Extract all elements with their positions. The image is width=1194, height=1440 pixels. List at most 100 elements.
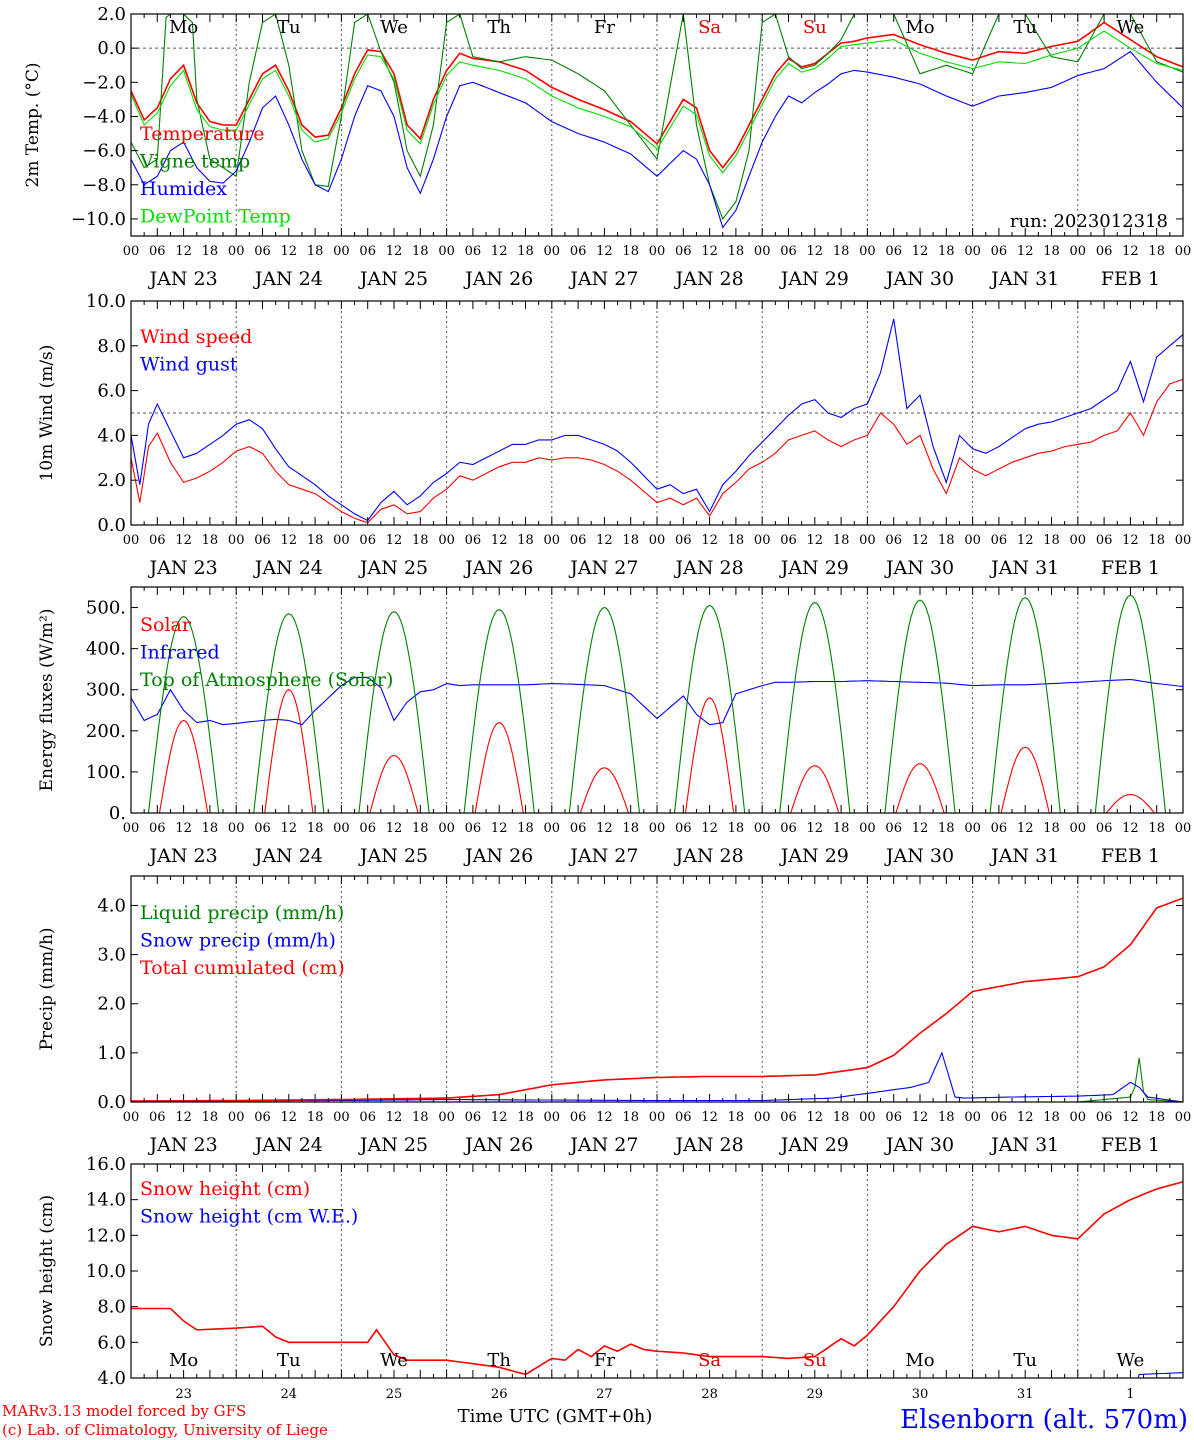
hour-tick-label: 12 — [175, 244, 192, 259]
hour-tick-label: 12 — [1122, 533, 1139, 548]
legend-entry: Temperature — [140, 123, 264, 145]
legend: Liquid precip (mm/h) Snow precip (mm/h) To… — [140, 902, 345, 979]
hour-tick-label: 06 — [359, 821, 376, 836]
hour-tick-label: 18 — [622, 533, 639, 548]
hour-tick-label: 12 — [386, 244, 403, 259]
legend: Temperature Vigne temp Humidex DewPoint Tem… — [139, 123, 291, 228]
hour-tick-label: 18 — [833, 533, 850, 548]
hour-tick-label: 18 — [412, 1110, 429, 1125]
hour-tick-label: 12 — [1122, 1110, 1139, 1125]
legend-entry: Humidex — [140, 178, 227, 200]
hour-tick-label: 18 — [517, 821, 534, 836]
y-tick-label: 2.0 — [97, 994, 126, 1015]
hour-tick-label: 12 — [912, 1110, 929, 1125]
hour-tick-label: 06 — [1096, 821, 1113, 836]
hour-tick-label: 06 — [991, 533, 1008, 548]
hour-tick-label: 12 — [912, 533, 929, 548]
panel-3: 500. 400. 300. 200. 100. 0. Energy fluxes (W/m… — [37, 586, 1192, 867]
hour-tick-label: 18 — [202, 1110, 219, 1125]
day-label: JAN 28 — [674, 268, 744, 290]
day-label: JAN 29 — [779, 1134, 849, 1156]
hour-tick-label: 00 — [544, 244, 561, 259]
day-label: JAN 26 — [463, 845, 533, 867]
series-line-solar — [131, 689, 1183, 813]
hour-tick-label: 18 — [1148, 533, 1165, 548]
hour-tick-label: 06 — [149, 533, 166, 548]
weekday-label: Fr — [594, 1350, 615, 1371]
day-number-label: 23 — [175, 1387, 192, 1402]
weekday-label: Mo — [905, 17, 934, 38]
day-number-label: 29 — [807, 1387, 824, 1402]
hour-tick-label: 06 — [149, 821, 166, 836]
hour-tick-label: 00 — [754, 533, 771, 548]
hour-tick-label: 18 — [622, 244, 639, 259]
hour-tick-label: 00 — [438, 533, 455, 548]
legend-entry: Vigne temp — [139, 151, 250, 173]
hour-tick-label: 18 — [202, 244, 219, 259]
hour-tick-label: 12 — [1017, 533, 1034, 548]
y-tick-label: 3.0 — [97, 945, 126, 966]
series-line-vigne-temp — [131, 14, 1183, 221]
hour-tick-label: 12 — [701, 821, 718, 836]
hour-tick-label: 18 — [1148, 244, 1165, 259]
weekday-label: Sa — [698, 1350, 721, 1371]
hour-tick-label: 06 — [359, 1110, 376, 1125]
hour-tick-label: 00 — [859, 1110, 876, 1125]
weekday-label: We — [380, 1350, 408, 1371]
hour-tick-label: 06 — [780, 821, 797, 836]
hour-tick-label: 00 — [964, 1110, 981, 1125]
hour-tick-label: 06 — [885, 1110, 902, 1125]
hour-tick-label: 12 — [701, 533, 718, 548]
day-number-label: 30 — [912, 1387, 929, 1402]
hour-tick-label: 18 — [307, 1110, 324, 1125]
legend: Solar Infrared Top of Atmosphere (Solar) — [140, 614, 393, 691]
hour-tick-label: 00 — [1175, 821, 1192, 836]
day-label: JAN 27 — [568, 845, 638, 867]
hour-tick-label: 12 — [807, 244, 824, 259]
hour-tick-label: 12 — [491, 821, 508, 836]
panel-5: 16.0 14.0 12.0 10.0 8.0 6.0 4.0 Snow height (cm… — [37, 1154, 1184, 1402]
day-label: JAN 27 — [568, 557, 638, 579]
hour-tick-label: 00 — [859, 533, 876, 548]
weekday-label: Su — [803, 17, 827, 38]
y-tick-label: 300. — [86, 680, 126, 701]
day-label: JAN 25 — [358, 557, 428, 579]
hour-tick-label: 18 — [1043, 1110, 1060, 1125]
hour-tick-label: 18 — [412, 821, 429, 836]
panel-1: 2.0 0.0 −2.0 −4.0 −6.0 −8.0 −10.0 2m Temp. (°C)… — [23, 4, 1191, 290]
legend-entry: Infrared — [140, 642, 220, 664]
hour-tick-label: 00 — [438, 821, 455, 836]
hour-tick-label: 06 — [570, 821, 587, 836]
hour-tick-label: 06 — [254, 244, 271, 259]
series-line-wind-gust — [131, 318, 1183, 522]
hour-tick-label: 18 — [517, 1110, 534, 1125]
hour-tick-label: 18 — [517, 244, 534, 259]
day-label: FEB 1 — [1101, 557, 1160, 579]
weekday-label: We — [1117, 17, 1145, 38]
hour-tick-label: 06 — [780, 1110, 797, 1125]
day-label: FEB 1 — [1101, 845, 1160, 867]
plot-frame — [130, 586, 1184, 814]
y-axis-label: Precip (mm/h) — [37, 927, 57, 1050]
hour-tick-label: 18 — [412, 533, 429, 548]
day-label: JAN 24 — [253, 557, 323, 579]
series-line-temperature — [131, 21, 1183, 170]
hour-tick-label: 00 — [438, 1110, 455, 1125]
hour-tick-label: 18 — [307, 533, 324, 548]
weekday-label: We — [1117, 1350, 1145, 1371]
day-label: JAN 24 — [253, 268, 323, 290]
hour-tick-label: 00 — [1070, 244, 1087, 259]
hour-tick-label: 12 — [386, 821, 403, 836]
panel-2: 10.0 8.0 6.0 4.0 2.0 0.0 10m Wind (m/s) 00 06 12 1… — [37, 291, 1191, 579]
hour-tick-label: 12 — [491, 533, 508, 548]
hour-tick-label: 00 — [544, 533, 561, 548]
hour-tick-label: 06 — [885, 821, 902, 836]
day-label: JAN 30 — [884, 557, 954, 579]
day-label: JAN 26 — [463, 268, 533, 290]
hour-tick-label: 06 — [1096, 533, 1113, 548]
hour-tick-label: 06 — [465, 1110, 482, 1125]
hour-tick-label: 18 — [202, 533, 219, 548]
hour-tick-label: 00 — [859, 244, 876, 259]
hour-tick-label: 06 — [991, 821, 1008, 836]
hour-tick-label: 18 — [1043, 533, 1060, 548]
